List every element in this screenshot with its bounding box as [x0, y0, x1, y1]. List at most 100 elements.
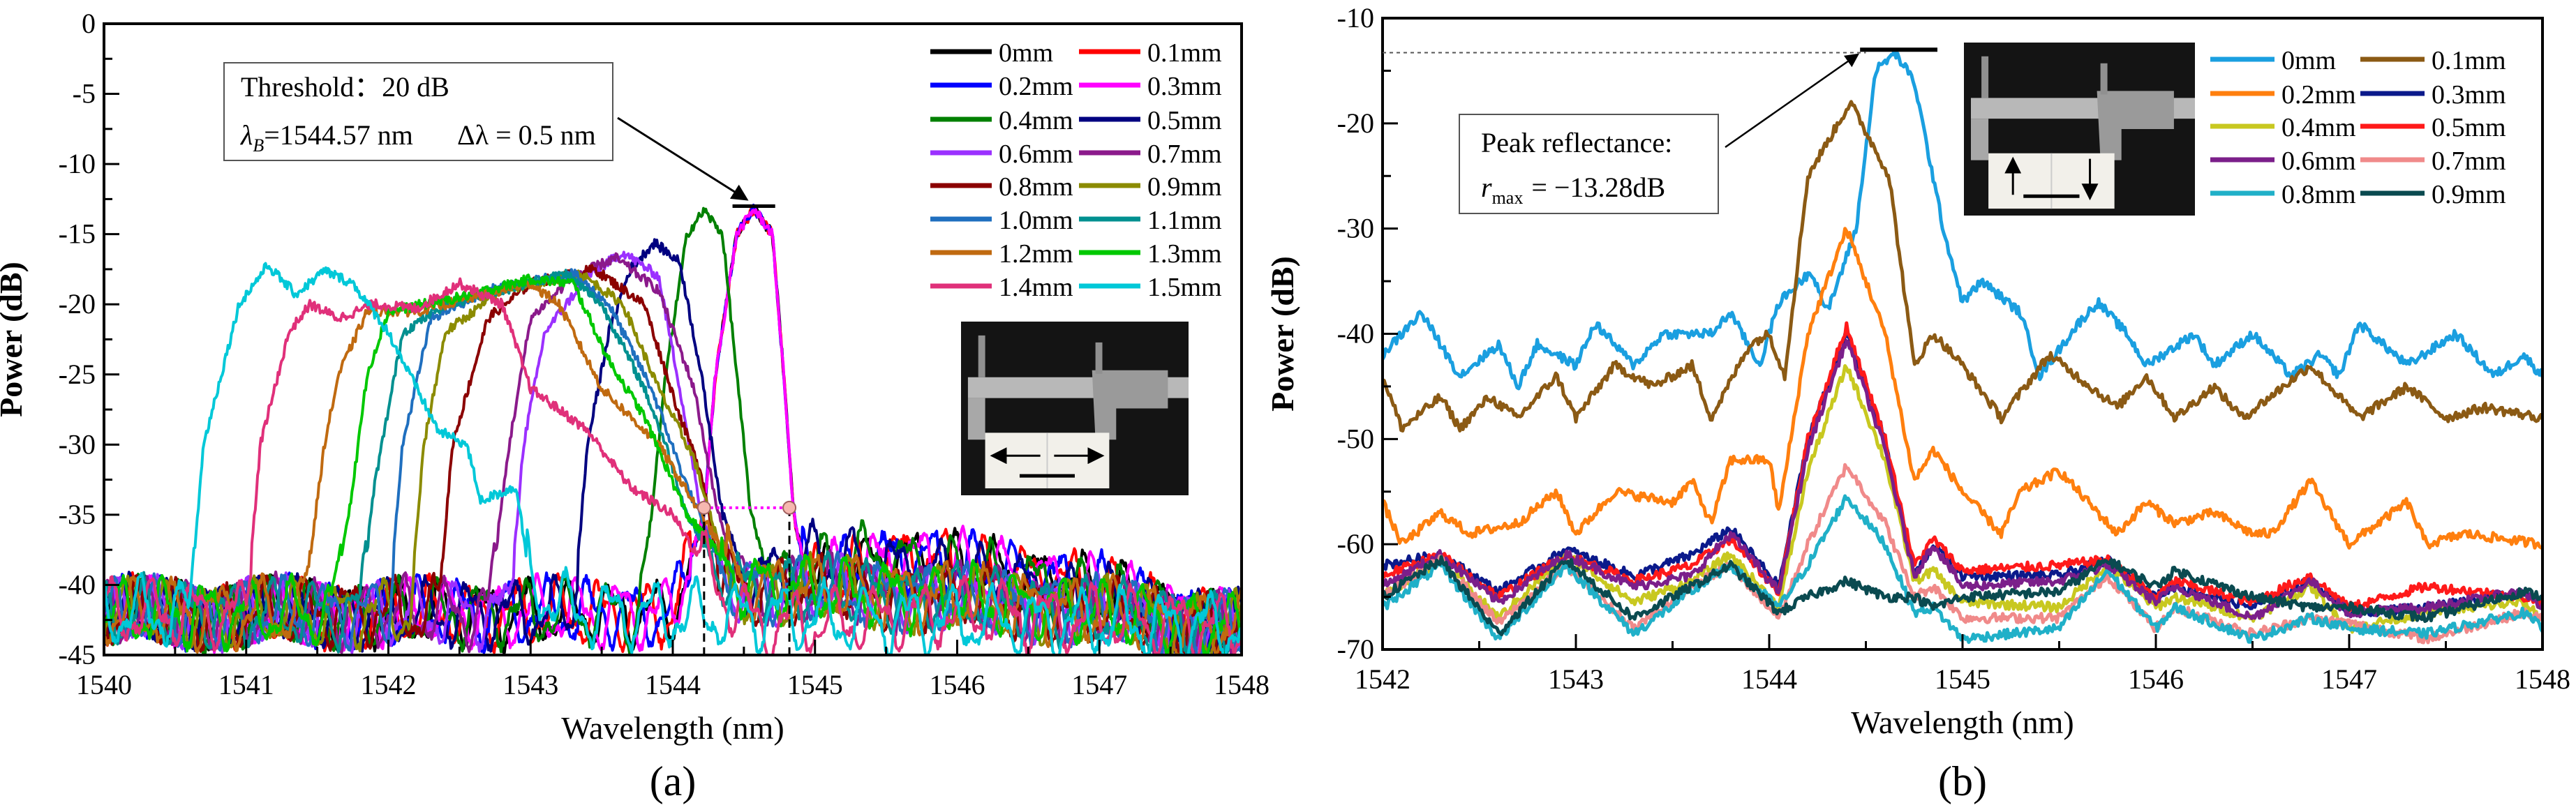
legend-item: 0.7mm — [1079, 140, 1222, 169]
legend-item: 0.5mm — [1079, 106, 1222, 135]
series-line-0-2mm — [1383, 227, 2543, 550]
legend-item: 0.9mm — [2360, 180, 2506, 209]
x-axis-title: Wavelength (nm) — [561, 710, 784, 746]
legend-label: 0.5mm — [1147, 106, 1222, 135]
x-tick-label: 1544 — [1741, 663, 1797, 695]
annotation-box — [223, 62, 613, 161]
y-tick-label: -70 — [1337, 633, 1374, 665]
legend-label: 0.5mm — [2432, 113, 2506, 142]
series-line-0-9mm — [1383, 555, 2543, 637]
lambda-subscript: B — [253, 135, 264, 156]
legend-label: 0.1mm — [1147, 38, 1222, 68]
x-tick-label: 1543 — [502, 669, 558, 700]
legend-item: 1.4mm — [930, 273, 1073, 302]
y-tick-label: -20 — [59, 288, 96, 319]
annotation-box — [1459, 114, 1719, 214]
x-tick-label: 1545 — [787, 669, 843, 700]
x-tick-label: 1548 — [2515, 663, 2570, 695]
legend-item: 0.4mm — [930, 106, 1073, 135]
inset-photo-caliper — [961, 322, 1189, 495]
y-tick-label: 0 — [82, 8, 96, 39]
series-line-0-6mm — [1383, 339, 2543, 620]
legend-label: 1.0mm — [999, 206, 1073, 235]
y-tick-label: -45 — [59, 639, 96, 670]
annotation-arrow — [1725, 53, 1860, 149]
y-tick-label: -40 — [1337, 318, 1374, 349]
legend-label: 1.2mm — [999, 239, 1073, 269]
legend-label: 0mm — [2281, 46, 2336, 75]
r-value: = −13.28dB — [1531, 172, 1665, 203]
x-tick-label: 1546 — [930, 669, 985, 700]
legend-item: 0mm — [930, 38, 1053, 68]
caliper-upper-jaw — [2100, 63, 2108, 95]
legend-label: 0mm — [999, 38, 1053, 68]
legend-label: 0.9mm — [2432, 180, 2506, 209]
x-tick-label: 1544 — [645, 669, 701, 700]
legend-item: 0.3mm — [1079, 72, 1222, 101]
x-tick-label: 1543 — [1548, 663, 1604, 695]
series-line-0mm — [1383, 47, 2543, 391]
legend: 0mm 0.1mm 0.2mm 0.3mm 0.4mm 0.5mm 0.6mm 0.7mm 0.… — [2210, 46, 2506, 209]
y-tick-label: -15 — [59, 218, 96, 250]
caliper-upper-jaw — [978, 335, 985, 377]
legend-label: 1.5mm — [1147, 273, 1222, 302]
legend-item: 1.3mm — [1079, 239, 1222, 269]
legend-item: 0.8mm — [930, 172, 1073, 202]
y-axis-title: Power (dB) — [0, 262, 29, 417]
legend-item: 0.6mm — [930, 140, 1073, 169]
legend-item: 0.9mm — [1079, 172, 1222, 202]
x-tick-label: 1546 — [2128, 663, 2184, 695]
panel-label: (b) — [1938, 758, 1987, 804]
legend-item: 0mm — [2210, 46, 2336, 75]
legend-label: 0.1mm — [2432, 46, 2506, 75]
legend-label: 0.7mm — [2432, 146, 2506, 176]
bandwidth-edge-marker — [782, 500, 797, 515]
legend-label: 0.6mm — [2281, 146, 2356, 176]
legend-item: 0.1mm — [1079, 38, 1222, 68]
caliper-jaw — [1971, 119, 1989, 160]
y-tick-label: -50 — [1337, 423, 1374, 454]
bragg-wavelength-text: λB=1544.57 nm — [240, 119, 413, 156]
y-tick-label: -10 — [1337, 2, 1374, 33]
bandwidth-edge-marker — [697, 500, 711, 515]
lambda-symbol: λ — [240, 119, 253, 151]
inset-photo-caliper — [1964, 43, 2195, 216]
legend-label: 0.8mm — [2281, 180, 2356, 209]
y-tick-label: -30 — [1337, 213, 1374, 244]
series-group — [1383, 47, 2543, 645]
series-line-1-1mm — [104, 269, 1242, 655]
caliper-upper-jaw — [1095, 342, 1103, 374]
caliper-upper-jaw — [1981, 56, 1989, 98]
panel-a-chart: 1540 1541 1542 1543 1544 1545 1546 1547 1548 0 -5 -… — [0, 8, 1270, 804]
threshold-text: Threshold：20 dB — [241, 71, 449, 103]
x-tick-label: 1547 — [1071, 669, 1127, 700]
series-line-0-1mm — [1383, 100, 2543, 433]
legend-label: 0.2mm — [2281, 80, 2356, 110]
y-tick-label: -5 — [73, 78, 96, 110]
lambda-value: =1544.57 nm — [264, 119, 413, 151]
legend-label: 1.4mm — [999, 273, 1073, 302]
series-line-1-5mm — [104, 262, 1242, 655]
legend: 0mm 0.1mm 0.2mm 0.3mm 0.4mm 0.5mm 0.6mm 0.7mm 0.… — [930, 38, 1222, 302]
legend-item: 0.8mm — [2210, 180, 2356, 209]
legend-item: 1.1mm — [1079, 206, 1222, 235]
r-symbol: r — [1481, 172, 1492, 203]
y-tick-label: -25 — [59, 359, 96, 390]
legend-item: 0.4mm — [2210, 113, 2356, 142]
legend-item: 0.1mm — [2360, 46, 2506, 75]
x-tick-label: 1547 — [2321, 663, 2377, 695]
r-subscript: max — [1492, 188, 1524, 208]
y-tick-label: -20 — [1337, 107, 1374, 139]
panel-label: (a) — [650, 758, 697, 804]
annotation: Threshold：20 dB λB=1544.57 nm Δλ = 0.5 nm — [223, 62, 797, 655]
legend-item: 1.5mm — [1079, 273, 1222, 302]
legend-label: 0.8mm — [999, 172, 1073, 202]
caliper-slider — [2097, 91, 2174, 160]
legend-item: 0.3mm — [2360, 80, 2506, 110]
peak-reflectance-title: Peak reflectance: — [1481, 127, 1672, 158]
caliper-slider — [1092, 370, 1168, 440]
legend-item: 0.5mm — [2360, 113, 2506, 142]
x-axis-title: Wavelength (nm) — [1851, 705, 2074, 740]
x-tick-label: 1542 — [1355, 663, 1410, 695]
